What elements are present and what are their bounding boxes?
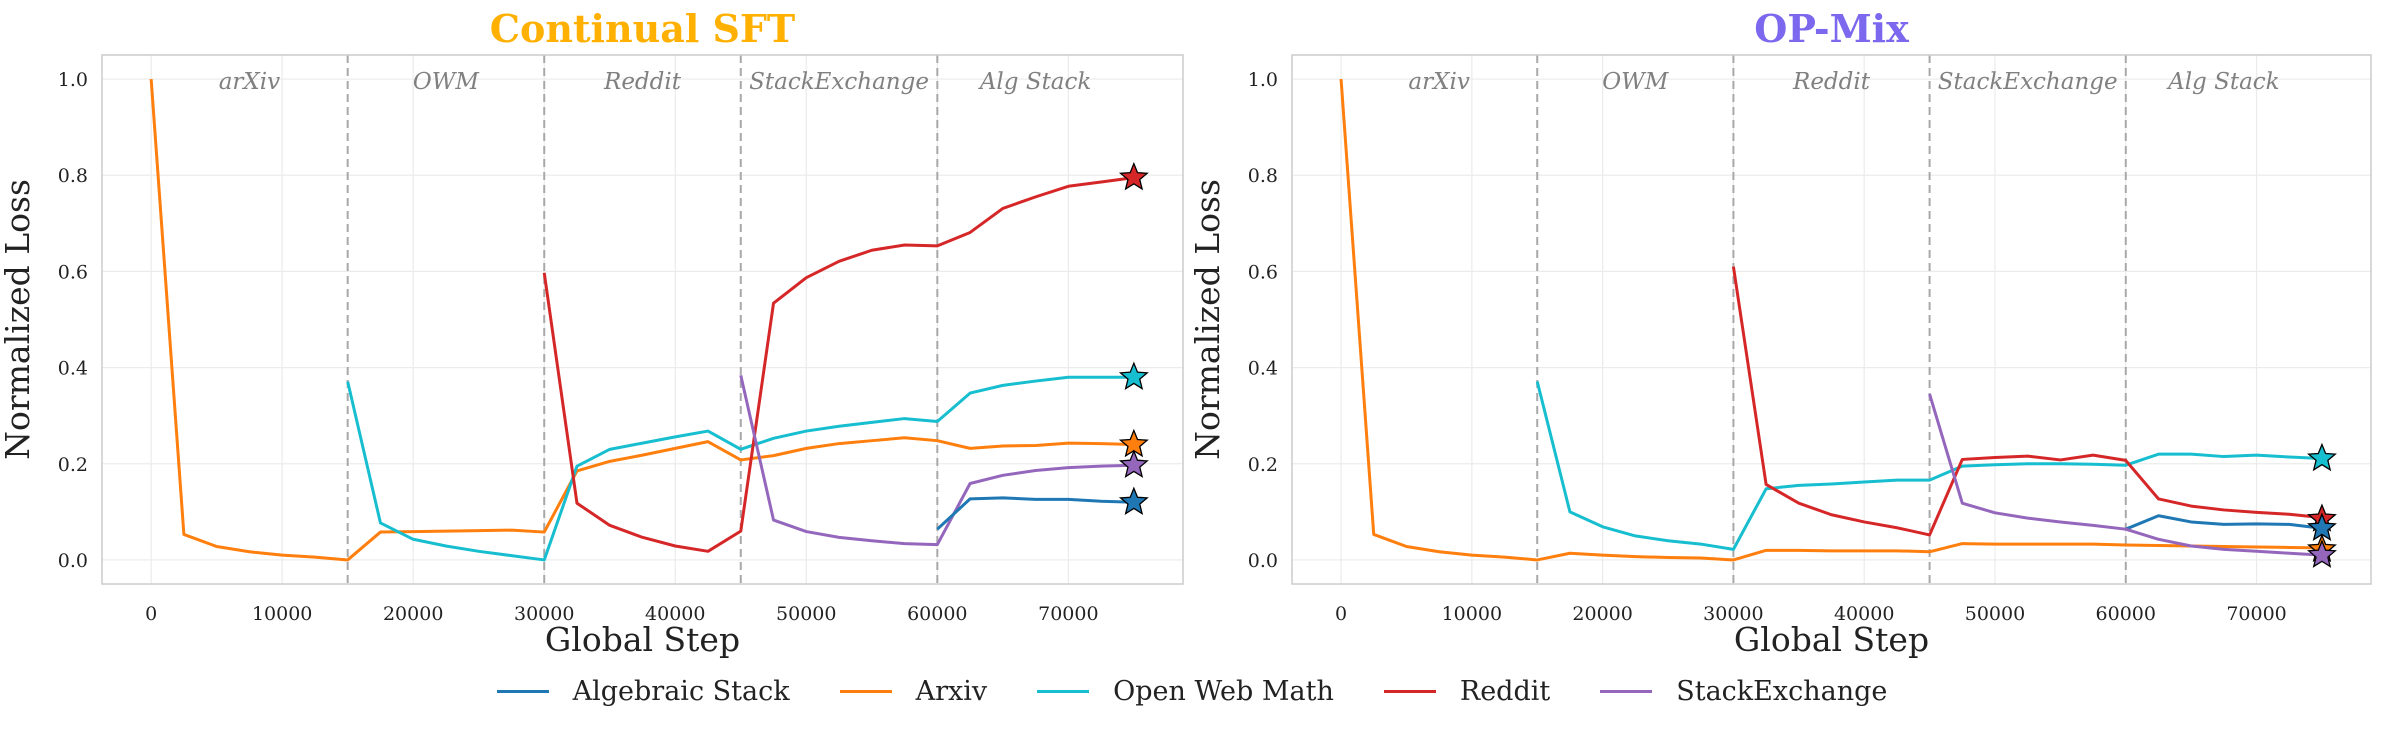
x-tick-label: 60000: [907, 603, 967, 625]
phase-label: Reddit: [1792, 69, 1871, 95]
phase-label: Alg Stack: [978, 69, 1092, 95]
legend-item-arxiv: Arxiv: [839, 676, 988, 707]
y-tick-label: 0.4: [1248, 358, 1278, 380]
x-tick-label: 10000: [1442, 603, 1502, 625]
x-tick-label: 30000: [1703, 603, 1763, 625]
y-tick-label: 0.2: [58, 454, 88, 476]
phase-label: OWM: [413, 69, 480, 95]
x-tick-label: 50000: [776, 603, 836, 625]
x-tick-label: 40000: [645, 603, 705, 625]
series-line-arxiv: [1339, 78, 2322, 562]
x-tick-label: 20000: [1572, 603, 1632, 625]
series-line-open-web-math: [346, 375, 1134, 562]
series-line-open-web-math: [1535, 381, 2323, 551]
series-line-stackexchange: [739, 374, 1134, 547]
legend-swatch: [496, 690, 549, 693]
y-tick-label: 1.0: [1248, 69, 1278, 91]
phase-label: arXiv: [219, 69, 280, 95]
phase-label: arXiv: [1408, 69, 1469, 95]
x-tick-label: 10000: [252, 603, 312, 625]
x-tick-label: 0: [1335, 603, 1347, 625]
end-star-stackexchange: [1118, 449, 1149, 478]
series-line-algebraic-stack: [936, 496, 1134, 531]
legend-label: StackExchange: [1676, 676, 1888, 707]
x-tick-label: 40000: [1834, 603, 1894, 625]
end-star-algebraic-stack: [1118, 486, 1149, 515]
legend-item-reddit: Reddit: [1383, 676, 1551, 707]
chart-panel-1: arXiv OWM Reddit StackExchange Alg Stack 0 100…: [0, 6, 1184, 659]
end-star-open-web-math: [1118, 361, 1149, 390]
chart-panel-2: arXiv OWM Reddit StackExchange Alg Stack 0 100…: [1188, 6, 2372, 659]
x-axis-label: Global Step: [545, 620, 740, 659]
y-tick-label: 0.8: [58, 165, 88, 187]
phase-label: Alg Stack: [2166, 69, 2280, 95]
x-tick-label: 60000: [2096, 603, 2156, 625]
legend-label: Open Web Math: [1113, 676, 1334, 707]
x-tick-label: 0: [145, 603, 157, 625]
x-tick-label: 70000: [1038, 603, 1098, 625]
x-tick-label: 70000: [2226, 603, 2286, 625]
y-axis-label: Normalized Loss: [1188, 179, 1227, 460]
y-tick-label: 0.8: [1248, 165, 1278, 187]
end-star-stackexchange: [2306, 539, 2337, 568]
chart-title: Continual SFT: [490, 6, 795, 51]
phase-label: StackExchange: [1938, 69, 2118, 95]
series-line-algebraic-stack: [2125, 514, 2323, 531]
x-axis-label: Global Step: [1734, 620, 1929, 659]
y-tick-label: 0.0: [1248, 550, 1278, 572]
y-tick-label: 0.4: [58, 358, 88, 380]
series-line-arxiv: [149, 78, 1134, 562]
legend-swatch: [839, 690, 892, 693]
legend-label: Arxiv: [915, 676, 988, 707]
plot-frame: [1291, 54, 2372, 585]
series-line-reddit: [1731, 266, 2323, 537]
y-tick-label: 1.0: [58, 69, 88, 91]
series-line-stackexchange: [1928, 393, 2323, 557]
legend-item-open-web-math: Open Web Math: [1037, 676, 1334, 707]
legend-swatch: [1383, 690, 1436, 693]
end-star-reddit: [1118, 161, 1149, 191]
end-star-open-web-math: [2306, 442, 2337, 472]
phase-label: OWM: [1602, 69, 1669, 95]
x-tick-label: 50000: [1965, 603, 2025, 625]
phase-label: Reddit: [603, 69, 682, 95]
legend: Algebraic Stack Arxiv Open Web Math Reddit S…: [0, 676, 2384, 707]
x-tick-label: 30000: [514, 603, 574, 625]
y-tick-label: 0.6: [1248, 261, 1278, 283]
plot-frame: [101, 54, 1184, 585]
y-tick-label: 0.6: [58, 261, 88, 283]
y-tick-label: 0.2: [1248, 454, 1278, 476]
legend-label: Algebraic Stack: [572, 676, 790, 707]
legend-swatch: [1037, 690, 1090, 693]
legend-swatch: [1600, 690, 1653, 693]
series-line-reddit: [542, 176, 1135, 553]
legend-item-stackexchange: StackExchange: [1600, 676, 1887, 707]
chart-title: OP-Mix: [1754, 6, 1909, 51]
phase-label: StackExchange: [749, 69, 929, 95]
y-tick-label: 0.0: [58, 550, 88, 572]
y-axis-label: Normalized Loss: [0, 179, 37, 460]
legend-label: Reddit: [1459, 676, 1551, 707]
x-tick-label: 20000: [383, 603, 443, 625]
end-star-algebraic-stack: [2306, 512, 2337, 541]
legend-item-algebraic-stack: Algebraic Stack: [496, 676, 790, 707]
